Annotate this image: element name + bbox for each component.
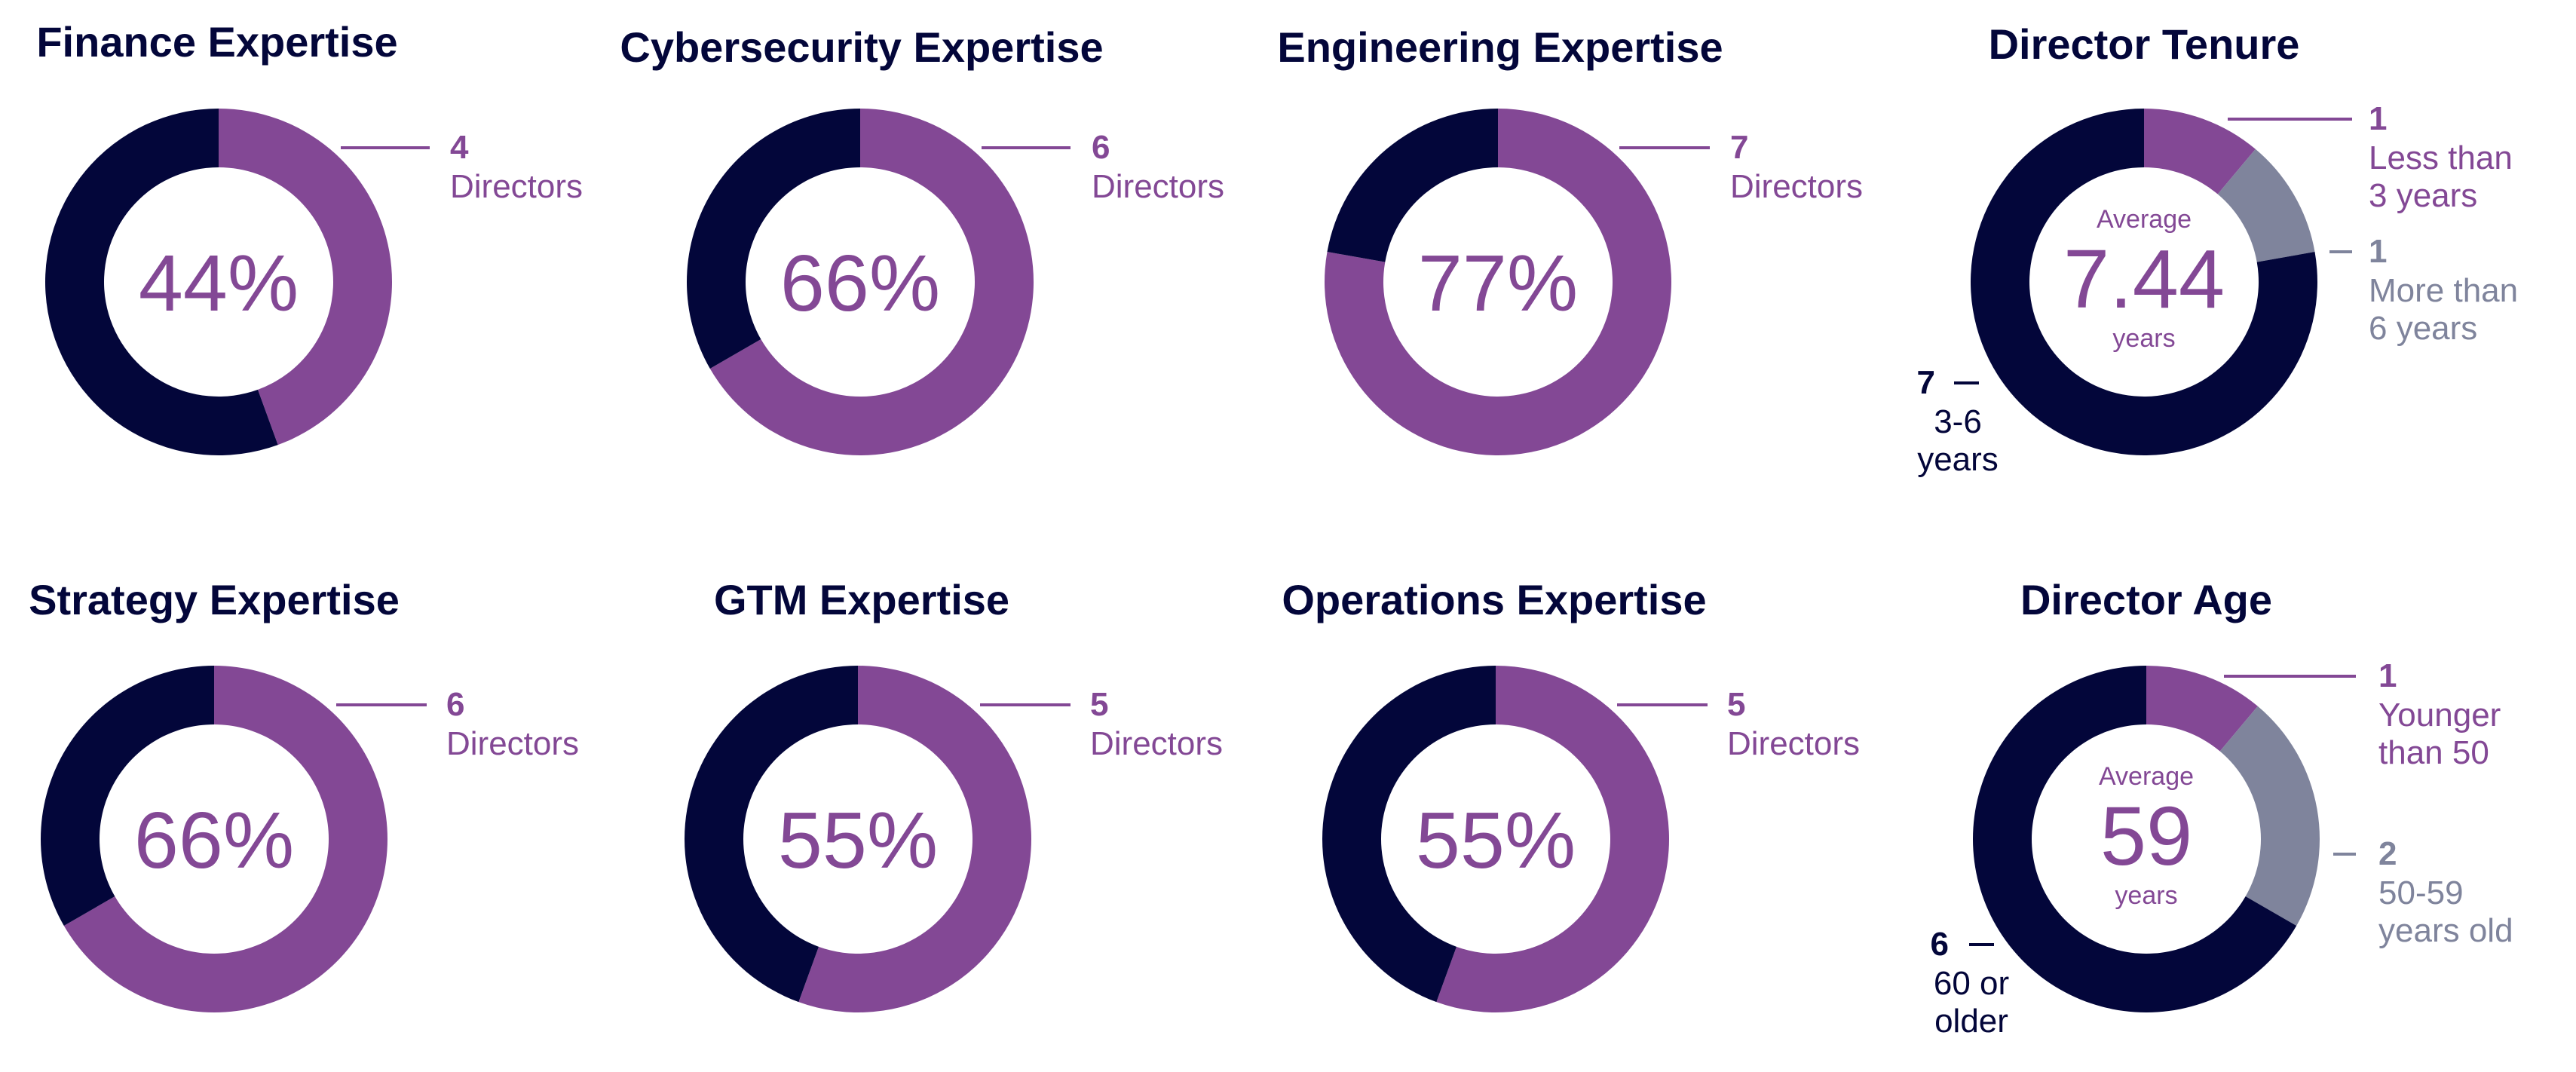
callout-label: older — [1934, 1003, 2008, 1040]
donut-slice-gtm-experts — [798, 666, 1032, 1012]
center-value: 7.44 — [2063, 233, 2225, 326]
donut-slice-other-directors — [40, 666, 214, 926]
center-percentage: 66% — [780, 239, 940, 328]
callout-label: 6 years — [2369, 310, 2477, 347]
callout-count: 6 — [1092, 129, 1110, 166]
callout-label: 50-59 — [2378, 874, 2464, 911]
callout-label: Younger — [2378, 697, 2501, 734]
callout-label: than 50 — [2378, 734, 2489, 771]
chart-title: Cybersecurity Expertise — [620, 23, 1103, 71]
callout-count: 6 — [1931, 926, 1949, 963]
donut-slice-other-directors — [687, 109, 860, 369]
donut-slice-other-directors — [1327, 109, 1498, 262]
center-percentage: 44% — [139, 239, 299, 328]
chart-title: GTM Expertise — [714, 576, 1009, 623]
callout-label: More than — [2369, 272, 2518, 309]
donut-slice-strategy-experts — [63, 666, 387, 1012]
center-caption: Average — [2097, 205, 2192, 234]
chart-title: Strategy Expertise — [29, 576, 400, 623]
center-percentage: 55% — [778, 796, 938, 885]
callout-count: 1 — [2369, 233, 2387, 270]
donut-slice-60-or-older — [1972, 666, 2297, 1012]
chart-title: Finance Expertise — [36, 18, 397, 66]
callout-label: years — [1917, 441, 1999, 478]
callout-label: 60 or — [1934, 965, 2009, 1002]
callout-count: 1 — [2378, 657, 2397, 694]
chart-title: Engineering Expertise — [1277, 23, 1723, 71]
donut-slice-operations-experts — [1436, 666, 1670, 1012]
callout-count: 2 — [2378, 835, 2397, 872]
chart-title: Operations Expertise — [1282, 576, 1706, 623]
donut-slice-other-directors — [685, 666, 858, 1003]
callout-label: 3 years — [2369, 177, 2477, 214]
donut-slice-50-59-years-old — [2219, 706, 2320, 926]
callout-label: Directors — [1092, 168, 1224, 205]
callout-label: Directors — [1090, 725, 1223, 762]
donut-slice-other-directors — [44, 109, 278, 455]
donut-slice-3-6-years — [1971, 109, 2317, 455]
callout-count: 5 — [1727, 686, 1745, 723]
callout-count: 4 — [450, 129, 469, 166]
chart-title: Director Age — [2020, 576, 2272, 623]
callout-label: years old — [2378, 912, 2513, 949]
callout-count: 7 — [1730, 129, 1748, 166]
center-unit: years — [2115, 881, 2177, 910]
donut-slice-other-directors — [1322, 666, 1496, 1003]
donut-slice-engineering-experts — [1325, 108, 1671, 455]
donut-slice-more-than-6-years — [2217, 149, 2315, 262]
donut-slice-younger-than-50 — [2146, 666, 2258, 752]
callout-label: Directors — [450, 168, 583, 205]
center-percentage: 55% — [1416, 796, 1576, 885]
center-unit: years — [2112, 324, 2175, 353]
chart-title: Director Tenure — [1989, 20, 2300, 68]
donut-slice-less-than-3-years — [2144, 109, 2256, 194]
center-caption: Average — [2099, 762, 2194, 791]
callout-label: Directors — [1727, 725, 1860, 762]
center-percentage: 77% — [1418, 239, 1578, 328]
callout-count: 1 — [2369, 100, 2387, 137]
callout-label: Less than — [2369, 139, 2513, 176]
callout-label: Directors — [1730, 168, 1863, 205]
callout-label: Directors — [446, 725, 579, 762]
center-percentage: 66% — [134, 796, 294, 885]
donut-slice-finance-experts — [219, 109, 392, 446]
callout-label: 3-6 — [1934, 403, 1982, 440]
callout-count: 5 — [1090, 686, 1108, 723]
callout-count: 6 — [446, 686, 464, 723]
center-value: 59 — [2100, 790, 2192, 883]
callout-count: 7 — [1917, 364, 1935, 401]
donut-slice-cybersecurity-experts — [709, 109, 1034, 455]
